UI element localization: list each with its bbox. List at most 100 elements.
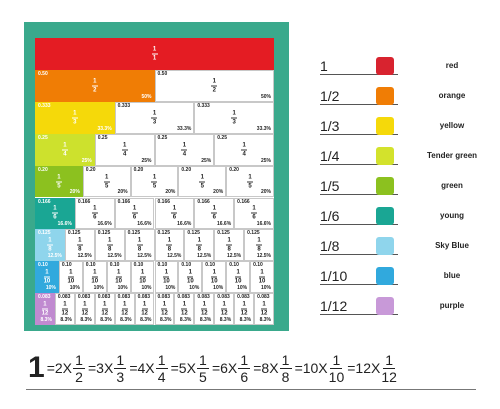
- fraction-piece[interactable]: 0.10 1 10 10%: [106, 261, 131, 294]
- fraction-piece[interactable]: 0.125 1 8 12.5%: [35, 229, 65, 262]
- fraction-piece[interactable]: 0.333 1 3 33.3%: [194, 101, 274, 134]
- piece-decimal: 0.125: [97, 230, 111, 237]
- fraction-bar: [121, 149, 128, 151]
- fraction-piece[interactable]: 0.125 1 8 12.5%: [154, 229, 185, 262]
- fraction-piece[interactable]: 0.083 1 12 8.3%: [254, 293, 274, 326]
- fraction-piece[interactable]: 0.125 1 8 12.5%: [94, 229, 125, 262]
- fraction-equation: 1 =2X 1 2 =3X 1 3 =4X 1 4 =5X 1 5 =6X 1 6 =8X 1 8 =10X 1 10 =…: [26, 345, 478, 391]
- piece-percent: 16.6%: [216, 221, 232, 228]
- legend-item: 1/4 Tender green: [312, 144, 492, 168]
- fraction-piece[interactable]: 0.10 1 10 10%: [202, 261, 227, 294]
- piece-denominator: 10: [163, 278, 170, 285]
- fraction-piece[interactable]: 0.083 1 12 8.3%: [74, 293, 95, 326]
- fraction-bar: [241, 149, 248, 151]
- fraction-piece[interactable]: 0.083 1 12 8.3%: [214, 293, 235, 326]
- fraction-piece[interactable]: 0.20 1 5 20%: [82, 165, 131, 198]
- fraction-piece[interactable]: 0.083 1 12 8.3%: [114, 293, 135, 326]
- fraction-piece[interactable]: 0.10 1 10 10%: [35, 261, 59, 294]
- piece-numerator: 1: [93, 269, 97, 276]
- fraction-piece[interactable]: 0.10 1 10 10%: [250, 261, 274, 294]
- fraction-piece[interactable]: 0.083 1 12 8.3%: [94, 293, 115, 326]
- fraction-piece[interactable]: 0.25 1 4 25%: [154, 133, 215, 166]
- piece-denominator: 12: [81, 310, 89, 317]
- equation-underline: [26, 389, 476, 390]
- fraction-piece[interactable]: 0.333 1 3 33.3%: [114, 101, 195, 134]
- piece-denominator: 2: [212, 87, 216, 94]
- legend-item: 1/5 green: [312, 174, 492, 198]
- fraction-piece[interactable]: 0.25 1 4 25%: [35, 133, 95, 166]
- fraction-piece[interactable]: 0.125 1 8 12.5%: [64, 229, 95, 262]
- fraction-piece[interactable]: 0.25 1 4 25%: [214, 133, 274, 166]
- piece-fraction: 1 12: [156, 302, 174, 317]
- piece-numerator: 1: [212, 269, 216, 276]
- equation-term: =2X 1 2: [47, 353, 85, 384]
- fraction-row-2: 0.50 1 2 50% 0.50 1 2 50%: [35, 69, 274, 102]
- fraction-piece[interactable]: 0.166 1 6 16.6%: [154, 197, 195, 230]
- fraction-piece[interactable]: 0.125 1 8 12.5%: [214, 229, 245, 262]
- fraction-bar: [383, 367, 396, 369]
- fraction-piece[interactable]: 0.20 1 5 20%: [178, 165, 227, 198]
- fraction-piece[interactable]: 0.125 1 8 12.5%: [244, 229, 274, 262]
- legend-color-name: Tender green: [426, 151, 478, 160]
- equation-multiplier: =4X: [129, 360, 155, 376]
- fraction-piece[interactable]: 0.10 1 10 10%: [130, 261, 155, 294]
- fraction-piece[interactable]: 0.10 1 10 10%: [178, 261, 203, 294]
- fraction-piece[interactable]: 0.083 1 12 8.3%: [174, 293, 195, 326]
- piece-denominator: 8: [78, 246, 82, 253]
- legend-color-name: Sky Blue: [435, 241, 469, 250]
- piece-percent: 20%: [69, 189, 80, 196]
- equation-denominator: 5: [199, 368, 207, 385]
- fraction-row-12: 0.083 1 12 8.3% 0.083 1 12 8.3% 0.083 1 12 8.3% 0.08…: [35, 293, 274, 326]
- fraction-piece[interactable]: 0.166 1 6 16.6%: [114, 197, 155, 230]
- equation-numerator: 1: [385, 351, 394, 368]
- fraction-piece[interactable]: 0.10 1 10 10%: [154, 261, 179, 294]
- piece-percent: 12.5%: [137, 253, 152, 260]
- legend-color-swatch: [376, 117, 394, 135]
- fraction-piece[interactable]: 0.125 1 8 12.5%: [184, 229, 215, 262]
- legend-color-swatch: [376, 177, 394, 195]
- piece-denominator: 10: [186, 278, 194, 285]
- fraction-piece[interactable]: 0.10 1 10 10%: [58, 261, 83, 294]
- fraction-piece[interactable]: 0.20 1 5 20%: [130, 165, 179, 198]
- legend-color-name: yellow: [439, 121, 465, 130]
- fraction-piece[interactable]: 0.166 1 6 16.6%: [35, 197, 75, 230]
- piece-decimal: 0.125: [247, 230, 260, 237]
- piece-numerator: 1: [232, 110, 236, 117]
- piece-fraction: 1 10: [203, 270, 225, 285]
- fraction-piece[interactable]: 0.50 1 2 50%: [35, 69, 155, 102]
- fraction-piece[interactable]: 0.083 1 12 8.3%: [54, 293, 75, 326]
- piece-percent: 8.3%: [259, 317, 271, 324]
- piece-percent: 16.6%: [177, 221, 192, 228]
- fraction-piece[interactable]: 0.20 1 5 20%: [226, 165, 274, 198]
- fraction-piece[interactable]: 0.083 1 12 8.3%: [35, 293, 55, 326]
- fraction-bar: [261, 308, 268, 310]
- fraction-piece[interactable]: 0.25 1 4 25%: [94, 133, 155, 166]
- fraction-piece[interactable]: 0.10 1 10 10%: [82, 261, 107, 294]
- equation-numerator: 1: [157, 351, 166, 368]
- equation-numerator: 1: [240, 351, 249, 368]
- fraction-bar: [171, 212, 178, 214]
- fraction-piece[interactable]: 0.333 1 3 33.3%: [35, 101, 115, 134]
- fraction-piece[interactable]: 0.083 1 12 8.3%: [194, 293, 215, 326]
- fraction-piece[interactable]: 0.166 1 6 16.6%: [234, 197, 274, 230]
- fraction-piece[interactable]: 0.20 1 5 20%: [35, 165, 83, 198]
- fraction-piece[interactable]: 0.166 1 6 16.6%: [194, 197, 235, 230]
- fraction-piece[interactable]: 0.10 1 10 10%: [226, 261, 251, 294]
- piece-numerator: 1: [252, 205, 256, 212]
- fraction-bar: [51, 212, 58, 214]
- piece-percent: 12.5%: [256, 253, 271, 260]
- fraction-piece[interactable]: 0.083 1 12 8.3%: [234, 293, 255, 326]
- fraction-piece[interactable]: 0.166 1 6 16.6%: [74, 197, 115, 230]
- piece-percent: 10%: [93, 285, 104, 292]
- equation-numerator: 1: [281, 351, 290, 368]
- fraction-piece[interactable]: 0.083 1 12 8.3%: [154, 293, 175, 326]
- fraction-piece[interactable]: 0.083 1 12 8.3%: [134, 293, 155, 326]
- fraction-piece[interactable]: 0.125 1 8 12.5%: [124, 229, 155, 262]
- fraction-piece[interactable]: 0.50 1 2 50%: [154, 69, 274, 102]
